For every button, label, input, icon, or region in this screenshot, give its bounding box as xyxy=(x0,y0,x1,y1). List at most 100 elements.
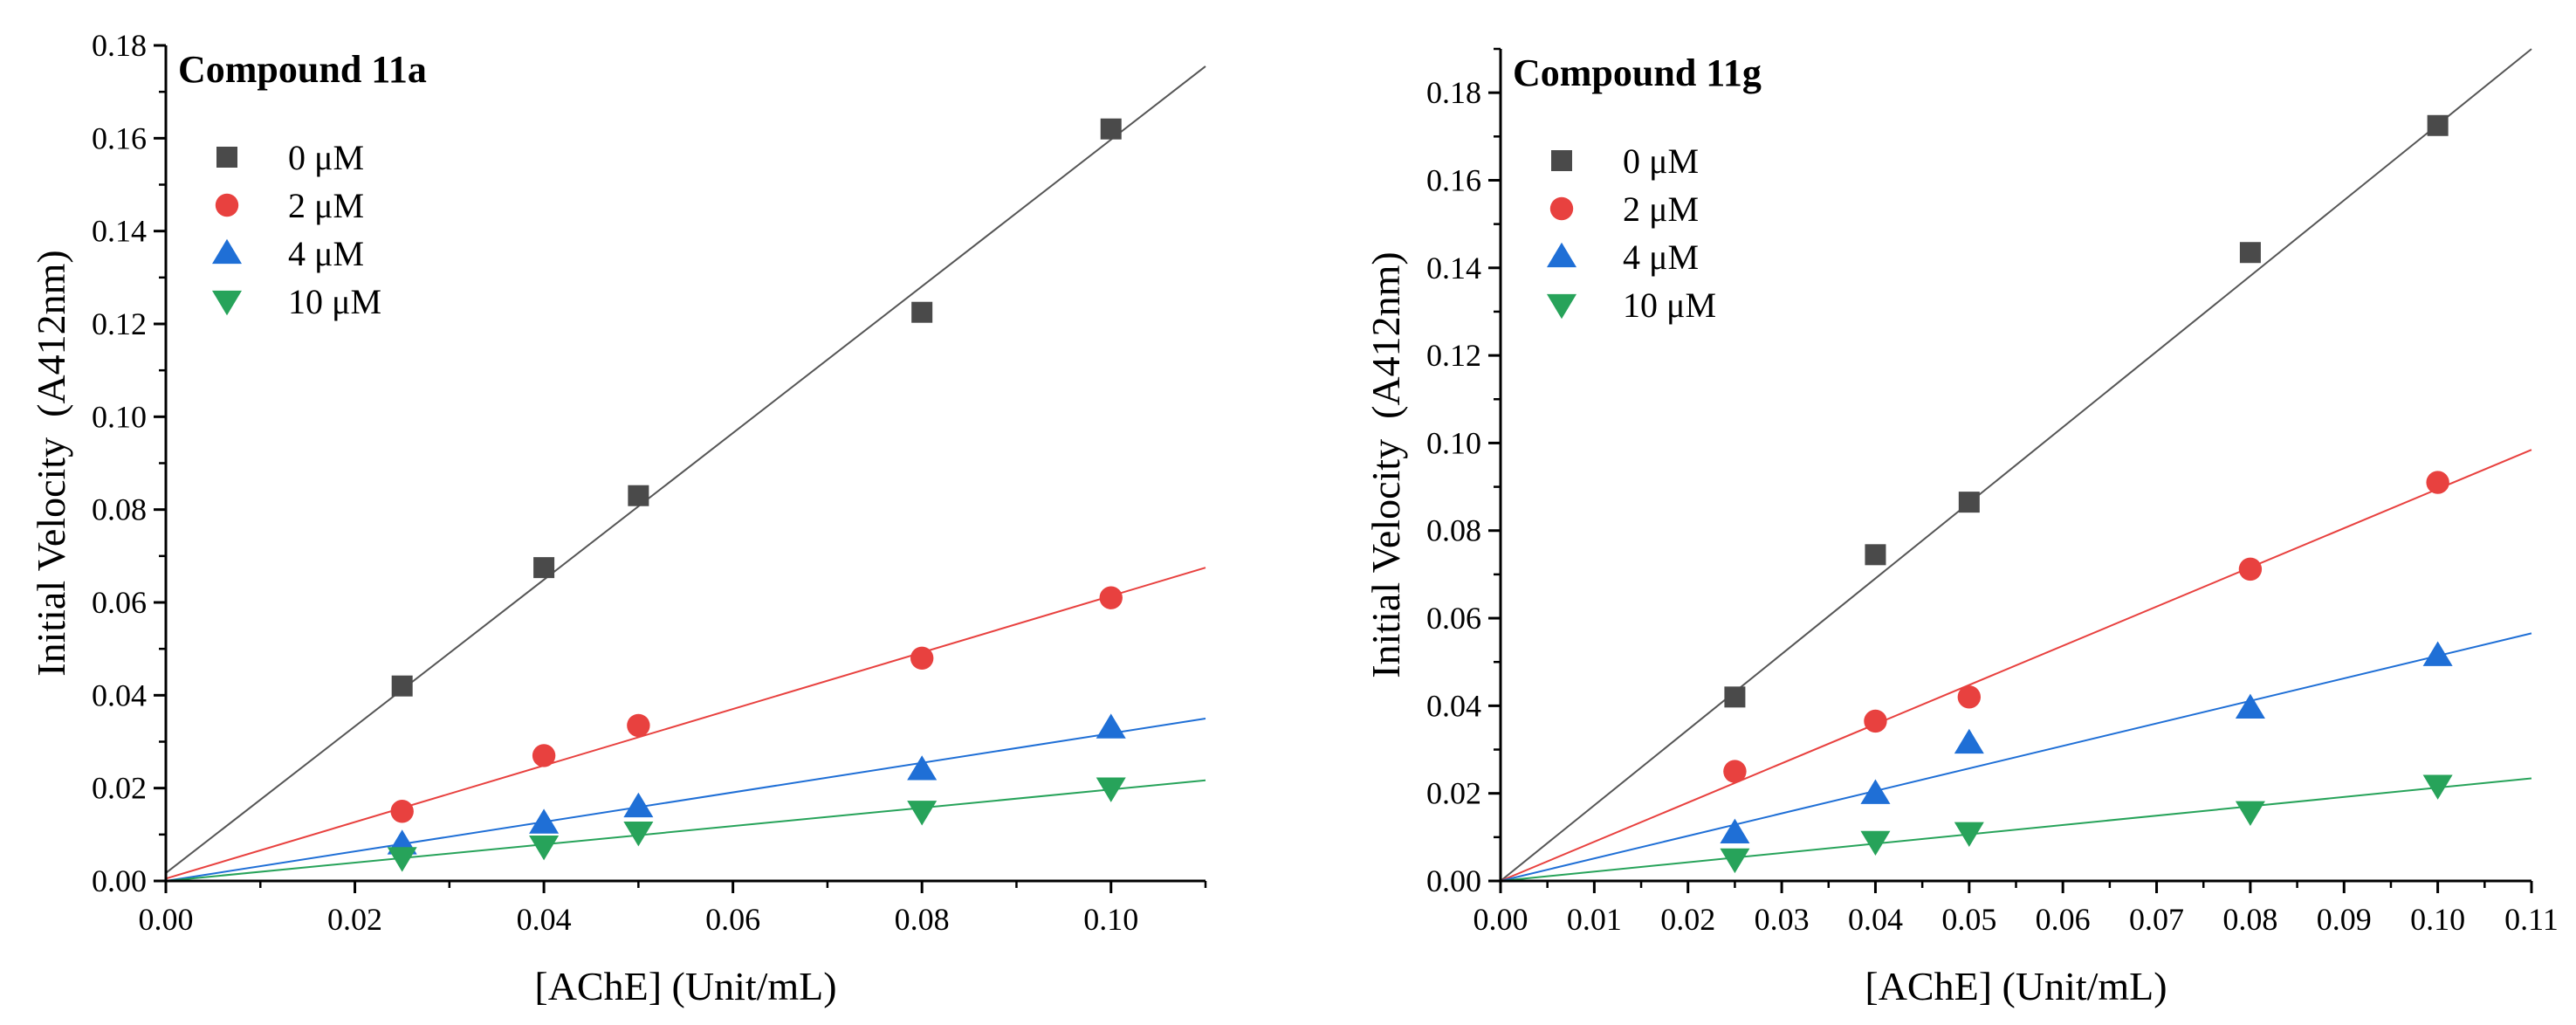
fit-line-1 xyxy=(1500,48,2532,882)
fit-line-2 xyxy=(165,567,1206,880)
fit-line-4 xyxy=(1500,777,2532,882)
fit-line-2 xyxy=(1500,449,2532,882)
legend-marker-1 xyxy=(216,147,237,168)
y-tick-label: 0.18 xyxy=(1426,75,1481,110)
legend-label-1: 0 μM xyxy=(1623,141,1699,181)
data-point-3-2 xyxy=(529,808,560,834)
data-point-1-4 xyxy=(2239,242,2261,264)
x-tick-label: 0.01 xyxy=(1567,902,1622,937)
fit-line-4 xyxy=(165,779,1206,882)
data-point-2-5 xyxy=(2426,471,2449,494)
x-tick-label: 0.09 xyxy=(2317,902,2372,937)
data-point-4-4 xyxy=(907,801,938,826)
data-point-1-2 xyxy=(1865,544,1886,566)
data-point-3-2 xyxy=(1860,779,1891,804)
y-tick-label: 0.08 xyxy=(92,492,147,527)
data-point-2-2 xyxy=(532,744,556,767)
y-tick-label: 0.10 xyxy=(1426,425,1481,460)
chart-title: Compound 11a xyxy=(178,48,427,91)
y-tick-label: 0.08 xyxy=(1426,513,1481,548)
legend-marker-4 xyxy=(1546,293,1577,320)
y-tick-label: 0.02 xyxy=(92,771,147,806)
data-point-2-1 xyxy=(390,800,414,823)
y-tick-label: 0.04 xyxy=(92,678,147,712)
x-tick-label: 0.03 xyxy=(1755,902,1810,937)
x-tick-label: 0.10 xyxy=(1083,902,1138,937)
x-tick-label: 0.02 xyxy=(1660,902,1715,937)
data-point-1-2 xyxy=(533,557,555,579)
y-tick-label: 0.14 xyxy=(92,214,147,249)
legend-label-4: 10 μM xyxy=(288,282,381,321)
chart-title: Compound 11g xyxy=(1513,52,1762,94)
y-tick-label: 0.02 xyxy=(1426,776,1481,811)
data-point-3-4 xyxy=(2235,693,2265,719)
x-tick-label: 0.07 xyxy=(2129,902,2184,937)
data-point-4-1 xyxy=(1720,848,1750,874)
data-point-2-5 xyxy=(1099,586,1123,609)
x-tick-label: 0.06 xyxy=(705,902,760,937)
data-point-2-1 xyxy=(1723,760,1747,783)
data-point-3-3 xyxy=(1954,728,1984,754)
y-tick-label: 0.12 xyxy=(92,306,147,341)
data-point-2-3 xyxy=(1957,685,1982,709)
data-point-1-5 xyxy=(1100,118,1122,140)
data-point-1-3 xyxy=(628,485,649,506)
data-point-1-5 xyxy=(2427,114,2449,136)
legend-marker-3 xyxy=(1546,242,1577,268)
data-point-4-2 xyxy=(529,835,560,861)
x-tick-label: 0.11 xyxy=(2504,902,2559,937)
legend-marker-2 xyxy=(1549,196,1574,221)
data-point-1-1 xyxy=(391,675,413,697)
legend-label-3: 4 μM xyxy=(1623,237,1699,277)
data-point-4-3 xyxy=(1954,822,1984,848)
chart-panel-1: 0.00 0.02 0.04 0.06 0.08 0.10 0.12 0.14 0.16 0.18… xyxy=(29,28,1207,1008)
x-tick-label: 0.08 xyxy=(895,902,950,937)
y-tick-label: 0.04 xyxy=(1426,688,1481,723)
legend-label-3: 4 μM xyxy=(288,234,364,273)
fit-line-3 xyxy=(1500,632,2532,882)
legend-label-2: 2 μM xyxy=(288,186,364,225)
y-axis-title: Initial Velocity (A412nm) xyxy=(1364,251,1408,678)
y-tick-label: 0.06 xyxy=(1426,601,1481,636)
legend-label-4: 10 μM xyxy=(1623,285,1716,325)
legend-label-1: 0 μM xyxy=(288,138,364,177)
y-axis-title: Initial Velocity (A412nm) xyxy=(29,250,73,676)
y-tick-label: 0.16 xyxy=(92,120,147,155)
x-tick-label: 0.06 xyxy=(2036,902,2091,937)
y-tick-label: 0.00 xyxy=(1426,863,1481,898)
data-point-2-3 xyxy=(627,713,650,738)
legend-marker-2 xyxy=(215,193,239,217)
chart-panel-2: 0.00 0.02 0.04 0.06 0.08 0.10 0.12 0.14 0.16 0.18… xyxy=(1364,47,2559,1008)
x-tick-label: 0.02 xyxy=(327,902,382,937)
data-point-3-5 xyxy=(2422,641,2453,666)
y-tick-label: 0.10 xyxy=(92,399,147,434)
x-tick-label: 0.10 xyxy=(2410,902,2465,937)
x-tick-label: 0.08 xyxy=(2222,902,2277,937)
data-point-4-5 xyxy=(1096,777,1126,802)
data-point-4-1 xyxy=(387,847,417,872)
fit-line-3 xyxy=(165,718,1206,882)
x-tick-label: 0.00 xyxy=(1473,902,1528,937)
legend-marker-1 xyxy=(1551,150,1572,171)
data-point-1-4 xyxy=(911,301,933,323)
data-point-3-3 xyxy=(623,792,654,818)
data-point-2-2 xyxy=(1864,709,1887,733)
y-tick-label: 0.00 xyxy=(92,863,147,898)
y-tick-label: 0.16 xyxy=(1426,162,1481,197)
data-point-3-1 xyxy=(1720,818,1750,843)
x-axis-title: [AChE] (Unit/mL) xyxy=(534,964,836,1008)
data-point-1-1 xyxy=(1724,686,1746,708)
y-tick-label: 0.14 xyxy=(1426,251,1481,285)
data-point-3-5 xyxy=(1096,713,1126,739)
data-point-4-5 xyxy=(2422,774,2453,800)
x-axis-title: [AChE] (Unit/mL) xyxy=(1865,964,2167,1008)
data-point-2-4 xyxy=(910,646,934,670)
data-point-2-4 xyxy=(2238,557,2263,581)
x-tick-label: 0.04 xyxy=(517,902,572,937)
data-point-1-3 xyxy=(1958,492,1980,513)
data-point-4-3 xyxy=(623,822,654,847)
data-point-4-2 xyxy=(1860,830,1891,856)
y-tick-label: 0.18 xyxy=(92,28,147,63)
legend-marker-3 xyxy=(211,238,243,265)
